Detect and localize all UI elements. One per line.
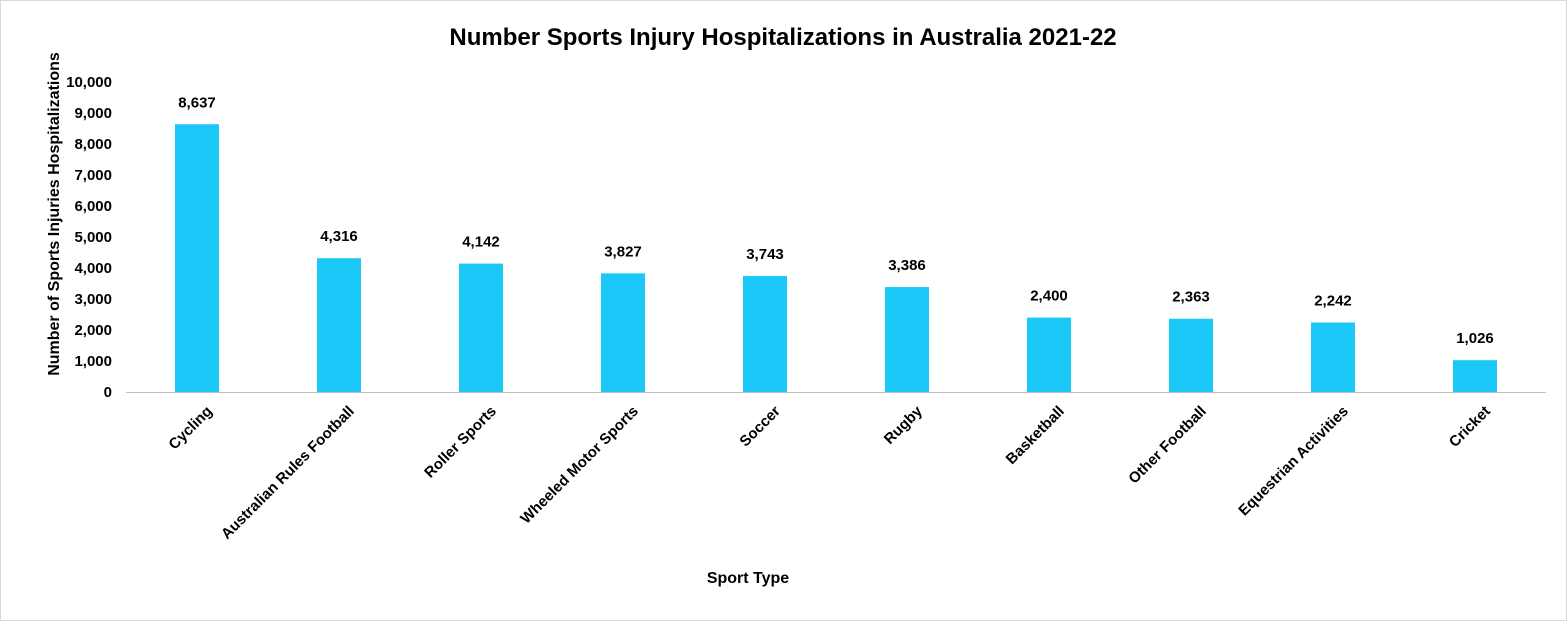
x-tick-label: Roller Sports (421, 403, 500, 482)
y-tick-label: 7,000 (74, 167, 112, 184)
x-tick-label: Equestrian Activities (1235, 403, 1352, 520)
data-label: 3,743 (746, 246, 784, 263)
data-label: 2,242 (1314, 292, 1352, 309)
y-tick-label: 0 (104, 384, 112, 401)
x-tick-label: Rugby (881, 402, 926, 447)
x-tick-label: Cricket (1446, 403, 1494, 451)
x-axis-ticks: Cycling Australian Rules Football Roller S… (165, 402, 1493, 542)
data-label: 3,827 (604, 243, 642, 260)
y-tick-label: 1,000 (74, 353, 112, 370)
data-labels: 8,637 4,316 4,142 3,827 3,743 3,386 2,400 2,363… (178, 94, 1494, 347)
data-label: 2,363 (1172, 289, 1210, 306)
y-axis-label: Number of Sports Injuries Hospitalizatio… (46, 52, 63, 376)
bar (317, 258, 361, 392)
x-tick-label: Australian Rules Football (218, 403, 358, 543)
bar (1311, 322, 1355, 392)
bar (743, 275, 787, 392)
y-tick-label: 10,000 (66, 74, 112, 91)
data-label: 8,637 (178, 94, 216, 111)
y-tick-label: 4,000 (74, 260, 112, 277)
chart-title: Number Sports Injury Hospitalizations in… (449, 24, 1116, 51)
y-tick-label: 5,000 (74, 229, 112, 246)
data-label: 1,026 (1456, 330, 1494, 347)
y-tick-label: 8,000 (74, 136, 112, 153)
x-axis-label: Sport Type (707, 570, 789, 587)
x-tick-label: Wheeled Motor Sports (517, 403, 642, 528)
y-axis-ticks: 0 1,000 2,000 3,000 4,000 5,000 6,000 7,000 8,00… (66, 74, 112, 401)
y-tick-label: 2,000 (74, 322, 112, 339)
bars (175, 124, 1497, 393)
y-tick-label: 3,000 (74, 291, 112, 308)
data-label: 2,400 (1030, 288, 1068, 305)
bar (885, 287, 929, 392)
y-tick-label: 9,000 (74, 105, 112, 122)
x-tick-label: Soccer (736, 403, 784, 451)
bar (459, 263, 503, 392)
data-label: 4,316 (320, 228, 358, 245)
data-label: 4,142 (462, 234, 500, 251)
x-tick-label: Basketball (1003, 403, 1068, 468)
bar (1453, 360, 1497, 392)
bar (1027, 317, 1071, 392)
y-tick-label: 6,000 (74, 198, 112, 215)
x-tick-label: Other Football (1125, 403, 1209, 487)
bar (601, 273, 645, 392)
bar (175, 124, 219, 393)
x-tick-label: Cycling (165, 403, 215, 453)
data-label: 3,386 (888, 257, 926, 274)
bar (1169, 318, 1213, 392)
